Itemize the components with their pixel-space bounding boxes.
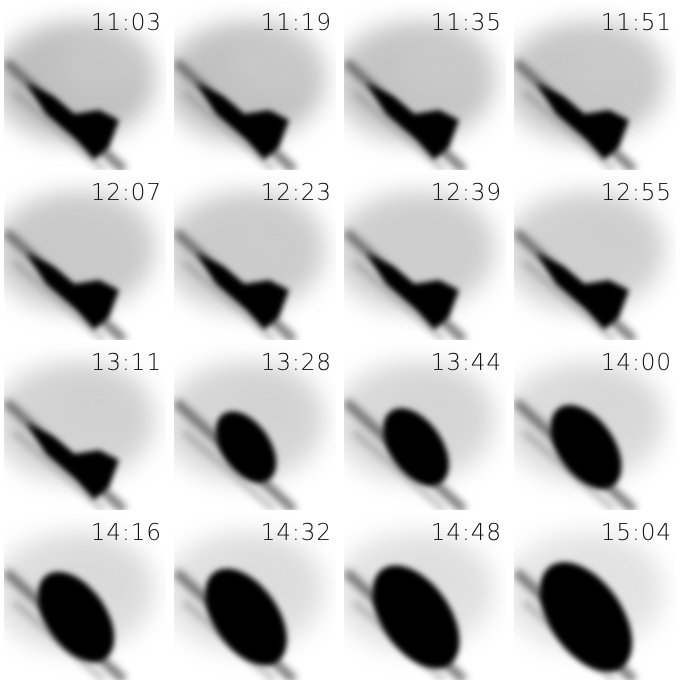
haze [229,27,319,97]
timestamp: 12:55 [601,180,672,206]
haze [229,197,319,267]
image-grid: 11:03 11:19 11:35 11:51 12:07 12:23 12:39 12:55… [0,0,680,681]
haze [59,197,149,267]
timestamp: 14:16 [91,520,162,546]
timestamp: 14:48 [431,520,502,546]
haze [59,27,149,97]
haze [59,367,149,437]
timestamp: 15:04 [601,520,672,546]
timestamp: 13:28 [261,350,332,376]
timestamp: 11:03 [91,10,162,36]
timestamp: 11:19 [261,10,332,36]
haze [569,27,659,97]
timestamp: 12:39 [431,180,502,206]
timestamp: 11:35 [431,10,502,36]
timestamp: 12:07 [91,180,162,206]
timestamp: 13:11 [91,350,162,376]
timestamp: 12:23 [261,180,332,206]
haze [569,197,659,267]
timestamp: 13:44 [431,350,502,376]
timestamp: 14:00 [601,350,672,376]
timestamp: 11:51 [601,10,672,36]
timestamp: 14:32 [261,520,332,546]
haze [399,27,489,97]
haze [399,197,489,267]
